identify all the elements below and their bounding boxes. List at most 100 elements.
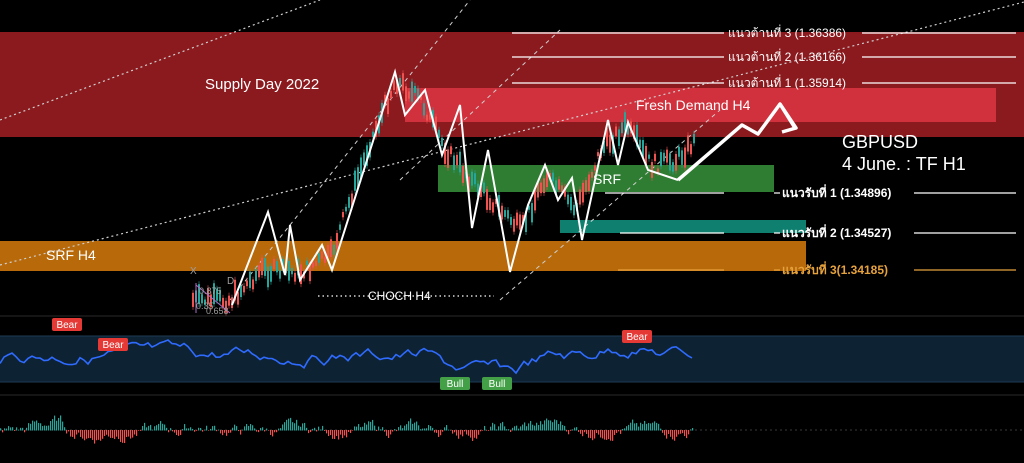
histogram-bar [362, 426, 364, 431]
candle-body [444, 142, 446, 164]
candle-body [249, 271, 251, 288]
histogram-bar [686, 430, 688, 439]
pattern-ratio-3: 0.658 [206, 306, 229, 316]
histogram-bar [108, 430, 110, 437]
histogram-bar [572, 429, 574, 431]
candle-body [327, 244, 329, 258]
histogram-bar [654, 421, 656, 431]
histogram-bar [256, 430, 258, 432]
histogram-bar [520, 426, 522, 431]
histogram-bar [424, 428, 426, 431]
candle-body [240, 285, 242, 298]
histogram-bar [448, 429, 450, 431]
candle-body [219, 289, 221, 302]
histogram-bar [198, 427, 200, 431]
histogram-bar [260, 427, 262, 431]
candle-body [396, 80, 398, 94]
candle-body [675, 153, 677, 171]
candle-body [672, 162, 674, 172]
candle-body [525, 210, 527, 233]
histogram-bar [526, 426, 528, 431]
histogram-bar [406, 424, 408, 431]
candle-body [216, 288, 218, 301]
supply-zone-label: Supply Day 2022 [205, 76, 319, 93]
candle-body [243, 285, 245, 293]
histogram-bar [20, 427, 22, 431]
histogram-bar [22, 427, 24, 431]
histogram-bar [286, 419, 288, 431]
histogram-bar [488, 430, 490, 431]
histogram-bar [2, 430, 4, 433]
histogram-bar [414, 422, 416, 431]
histogram-bar [238, 430, 240, 432]
histogram-bar [502, 421, 504, 431]
histogram-bar [498, 426, 500, 431]
histogram-bar [294, 423, 296, 431]
histogram-bar [382, 427, 384, 431]
histogram-bar [58, 417, 60, 431]
candle-body [468, 176, 470, 192]
histogram-bar [300, 426, 302, 431]
candle-body [306, 260, 308, 265]
candle-body [507, 210, 509, 219]
histogram-bar [334, 430, 336, 440]
signal-badge-1 [52, 318, 82, 331]
histogram-bar [446, 425, 448, 431]
candle-body [411, 81, 413, 102]
histogram-bar [688, 430, 690, 435]
histogram-bar [388, 430, 390, 438]
histogram-bar [562, 425, 564, 431]
histogram-bar [570, 430, 572, 431]
histogram-bar [538, 425, 540, 431]
histogram-bar [662, 430, 664, 433]
histogram-bar [370, 421, 372, 431]
histogram-bar [400, 425, 402, 431]
level-lines: แนวต้านที่ 3 (1.36386) แนวต้านที่ 2 (1.36… [512, 24, 1016, 277]
candle-body [354, 170, 356, 191]
histogram-bar [366, 424, 368, 431]
histogram-bar [658, 423, 660, 431]
candle-body [621, 122, 623, 134]
candle-body [633, 125, 635, 139]
histogram-bar [200, 427, 202, 431]
histogram-bar [62, 421, 64, 431]
histogram-bar [296, 419, 298, 431]
histogram-bar [630, 422, 632, 431]
candle-body [207, 288, 209, 305]
candle-body [447, 149, 449, 168]
histogram-bar [664, 430, 666, 436]
candle-body [426, 114, 428, 121]
fresh-demand-label: Fresh Demand H4 [636, 97, 751, 113]
histogram-bar [638, 426, 640, 431]
histogram-bar [510, 430, 512, 432]
histogram-bar [42, 426, 44, 431]
histogram-bar [150, 424, 152, 431]
candle-body [273, 259, 275, 269]
histogram-bar [364, 422, 366, 431]
pattern-d-label: D [227, 276, 234, 287]
histogram-bar [452, 430, 454, 434]
histogram-bar [320, 429, 322, 431]
candle-body [462, 166, 464, 183]
histogram-bar [40, 423, 42, 431]
candle-body [495, 198, 497, 204]
histogram-bar [472, 430, 474, 441]
histogram-bar [348, 430, 350, 432]
candle-body [234, 279, 236, 301]
histogram-bar [552, 422, 554, 431]
histogram-bar [68, 430, 70, 432]
histogram-bar [202, 430, 204, 432]
histogram-bar [76, 430, 78, 435]
histogram-bar [64, 427, 66, 431]
histogram-bar [462, 430, 464, 437]
histogram-bar [338, 430, 340, 440]
histogram-bar [52, 419, 54, 431]
histogram-bar [546, 418, 548, 431]
candle-body [660, 152, 662, 167]
level-label-5: แนวรับที่ 2 (1.34527) [782, 224, 891, 240]
histogram-bar [142, 426, 144, 431]
histogram-bar [622, 428, 624, 431]
histogram-bar [66, 430, 68, 434]
histogram-bar [184, 424, 186, 431]
